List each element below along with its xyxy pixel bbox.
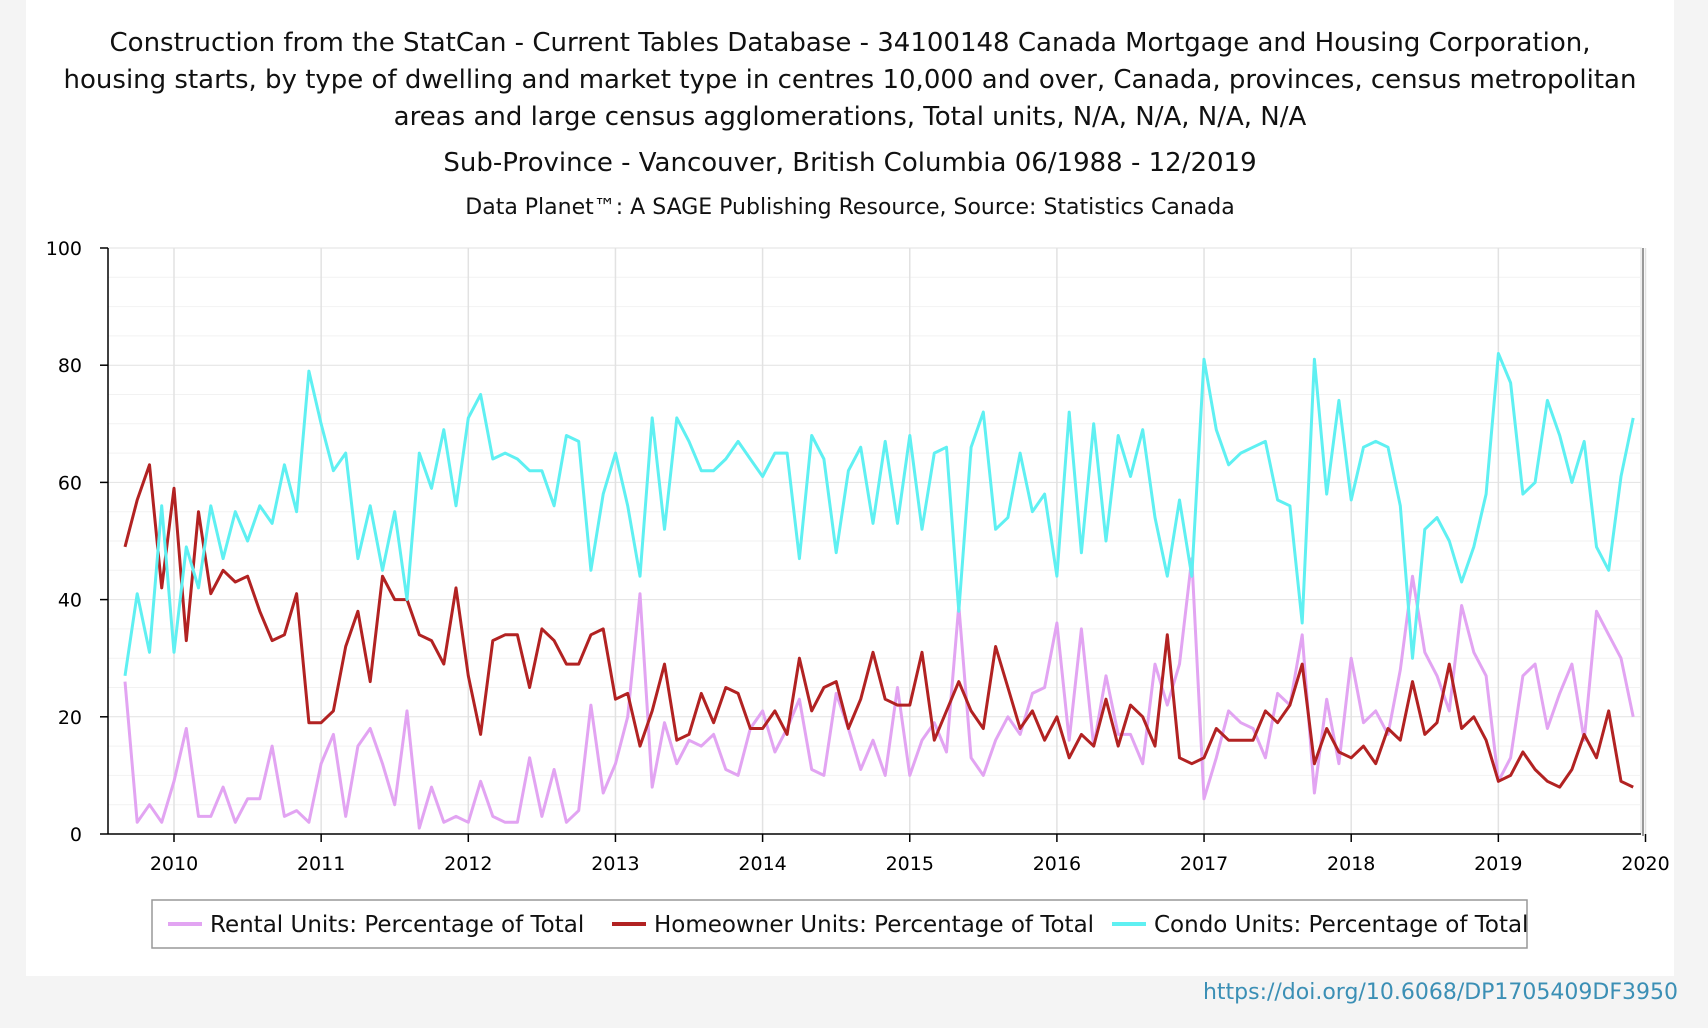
y-tick-label: 60 — [58, 472, 82, 494]
legend: Rental Units: Percentage of Total Homeown… — [151, 899, 1528, 949]
x-tick-label: 2019 — [1474, 853, 1522, 875]
chart-title-line-3: areas and large census agglomerations, T… — [393, 102, 1307, 132]
chart-source: Data Planet™: A SAGE Publishing Resource… — [465, 195, 1235, 220]
gridlines — [107, 247, 1647, 835]
x-tick-label: 2012 — [444, 853, 492, 875]
x-tick-label: 2014 — [738, 853, 786, 875]
axes: 0 20 40 60 80 100 2010 2011 2012 2013 2014 2015 2016… — [46, 238, 1670, 875]
x-tick-label: 2013 — [591, 853, 639, 875]
y-tick-label: 80 — [58, 355, 82, 377]
chart-title-line-1: Construction from the StatCan - Current … — [109, 28, 1591, 58]
series-line-2 — [123, 352, 1635, 677]
line-chart: 0 20 40 60 80 100 2010 2011 2012 2013 2014 2015 2016… — [46, 238, 1670, 949]
x-tick-label: 2016 — [1033, 853, 1081, 875]
y-tick-label: 20 — [58, 707, 82, 729]
y-tick-label: 100 — [46, 238, 82, 260]
x-tick-label: 2010 — [150, 853, 198, 875]
series-line-1 — [123, 463, 1634, 789]
doi-link[interactable]: https://doi.org/10.6068/DP1705409DF3950 — [1202, 980, 1678, 1005]
x-tick-label: 2020 — [1621, 853, 1669, 875]
chart-subtitle: Sub-Province - Vancouver, British Columb… — [443, 148, 1257, 178]
series-line-0 — [123, 557, 1635, 830]
legend-box — [151, 899, 1528, 949]
legend-label-2: Condo Units: Percentage of Total — [1154, 912, 1528, 938]
series-lines — [123, 352, 1635, 830]
x-tick-label: 2015 — [886, 853, 934, 875]
x-tick-label: 2018 — [1327, 853, 1375, 875]
y-tick-label: 0 — [70, 824, 82, 846]
y-tick-label: 40 — [58, 590, 82, 612]
x-tick-label: 2011 — [297, 853, 345, 875]
legend-label-0: Rental Units: Percentage of Total — [210, 912, 584, 938]
x-tick-label: 2017 — [1180, 853, 1228, 875]
chart-title-line-2: housing starts, by type of dwelling and … — [63, 65, 1637, 95]
legend-label-1: Homeowner Units: Percentage of Total — [654, 912, 1094, 938]
